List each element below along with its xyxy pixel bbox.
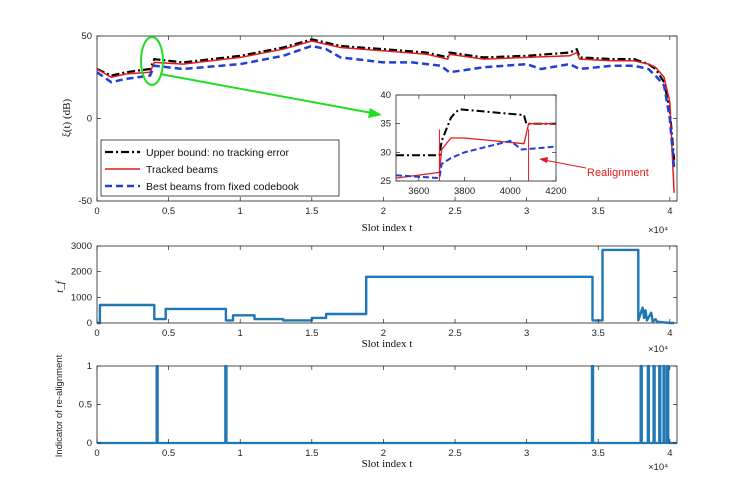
legend-label-upper: Upper bound: no tracking error [146,147,289,159]
main-xtick-label: 0.5 [162,206,175,217]
indicator-x-exponent: ×10⁴ [648,462,668,473]
indicator-xtick-label: 1 [238,448,243,459]
indicator-plot: 0 0.5 1 1.5 2 2.5 3 3.5 4 0 0.5 1 Slot index t ×10⁴… [54,354,678,473]
main-ytick-label: 0 [87,114,92,125]
indicator-xtick-label: 0.5 [162,448,175,459]
tf-xlabel: Slot index t [362,338,413,350]
zoom-arrow [159,73,373,114]
indicator-xtick-label: 1.5 [305,448,318,459]
main-xtick-label: 3.5 [592,206,605,217]
inset-ytick-label: 30 [380,147,391,158]
tf-xtick-label: 0.5 [162,328,175,339]
tf-xtick-label: 4 [667,328,672,339]
inset-series-2 [395,139,557,180]
indicator-xtick-label: 4 [667,448,672,459]
main-series-2 [96,44,676,169]
legend-label-tracked: Tracked beams [146,164,218,176]
inset-frame [395,94,557,182]
tf-ytick-label: 0 [87,318,92,329]
main-xtick-label: 4 [667,206,672,217]
inset-xtick-label: 3600 [408,186,429,197]
inset-xtick-label: 4200 [545,186,566,197]
main-xtick-label: 1.5 [305,206,318,217]
zoom-arrowhead [368,108,382,118]
inset-ytick-label: 25 [380,176,391,187]
main-xtick-label: 3 [524,206,529,217]
indicator-ylabel: Indicator of re-alignment [54,354,65,457]
indicator-plot-frame [96,365,678,444]
main-xtick-label: 2 [381,206,386,217]
legend-label-fixed: Best beams from fixed codebook [146,181,300,193]
indicator-xtick-label: 3.5 [592,448,605,459]
main-xlabel: Slot index t [362,222,413,234]
inset-ytick-label: 40 [380,90,391,101]
indicator-xtick-label: 0 [94,448,99,459]
tf-plot-frame [96,245,678,324]
realignment-arrowhead [539,157,548,163]
main-ytick-label: -50 [78,196,92,207]
inset-series-0 [396,108,556,157]
main-series-1 [96,40,675,193]
highlight-ellipse [140,36,164,86]
legend-box [100,139,340,197]
main-series-0 [96,38,676,160]
tf-ytick-label: 2000 [71,267,92,278]
indicator-ytick-label: 0 [87,438,92,449]
main-ytick-label: 50 [81,31,92,42]
tf-xtick-label: 1 [238,328,243,339]
indicator-series [97,364,677,445]
inset-plot: 3600 3800 4000 4200 25 30 35 40 Realignment [380,90,648,197]
main-x-exponent: ×10⁴ [648,225,668,236]
tf-series [97,248,675,325]
tf-xtick-label: 2 [381,328,386,339]
tf-plot: 0 0.5 1 1.5 2 2.5 3 3.5 4 0 1000 2000 3000 Slot inde… [54,241,678,355]
tf-xtick-label: 0 [94,328,99,339]
indicator-ytick-label: 0.5 [79,400,92,411]
tf-xtick-label: 3 [524,328,529,339]
tf-xtick-label: 3.5 [592,328,605,339]
tf-xtick-label: 1.5 [305,328,318,339]
tf-ytick-label: 3000 [71,241,92,252]
indicator-xtick-label: 3 [524,448,529,459]
main-xtick-label: 2.5 [448,206,461,217]
realignment-label: Realignment [587,167,649,179]
inset-ytick-label: 35 [380,119,391,130]
main-ylabel: ξ(t) (dB) [61,99,73,138]
indicator-xtick-label: 2 [381,448,386,459]
inset-xtick-label: 4000 [500,186,521,197]
inset-xtick-label: 3800 [454,186,475,197]
tf-ylabel: t_f [54,279,66,293]
indicator-xtick-label: 2.5 [448,448,461,459]
tf-ytick-label: 1000 [71,292,92,303]
realignment-arrow [543,159,587,169]
tf-xtick-label: 2.5 [448,328,461,339]
indicator-xlabel: Slot index t [362,458,413,470]
indicator-ytick-label: 1 [87,361,92,372]
tf-x-exponent: ×10⁴ [648,344,668,355]
main-xtick-label: 0 [94,206,99,217]
main-xtick-label: 1 [238,206,243,217]
legend: Upper bound: no tracking error Tracked b… [100,139,340,197]
